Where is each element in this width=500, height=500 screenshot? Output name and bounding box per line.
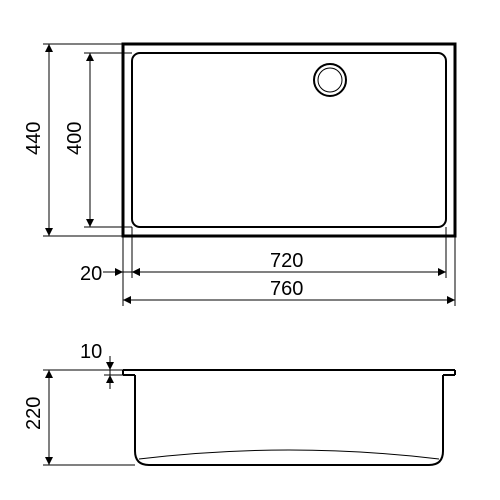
drain-circle-inner — [318, 68, 342, 92]
dim-440: 440 — [23, 122, 45, 155]
side-bowl — [135, 375, 443, 465]
dim-220: 220 — [23, 397, 45, 430]
dim-10: 10 — [80, 341, 102, 363]
dim-20: 20 — [80, 263, 102, 285]
top-outer-rect — [123, 44, 455, 236]
dim-760: 760 — [270, 278, 303, 300]
drain-circle-outer — [314, 64, 346, 96]
dim-400: 400 — [64, 122, 86, 155]
dim-720: 720 — [270, 250, 303, 272]
dimension-drawing: 440 400 20 720 760 10 220 — [0, 0, 500, 500]
top-inner-rect — [132, 53, 446, 227]
